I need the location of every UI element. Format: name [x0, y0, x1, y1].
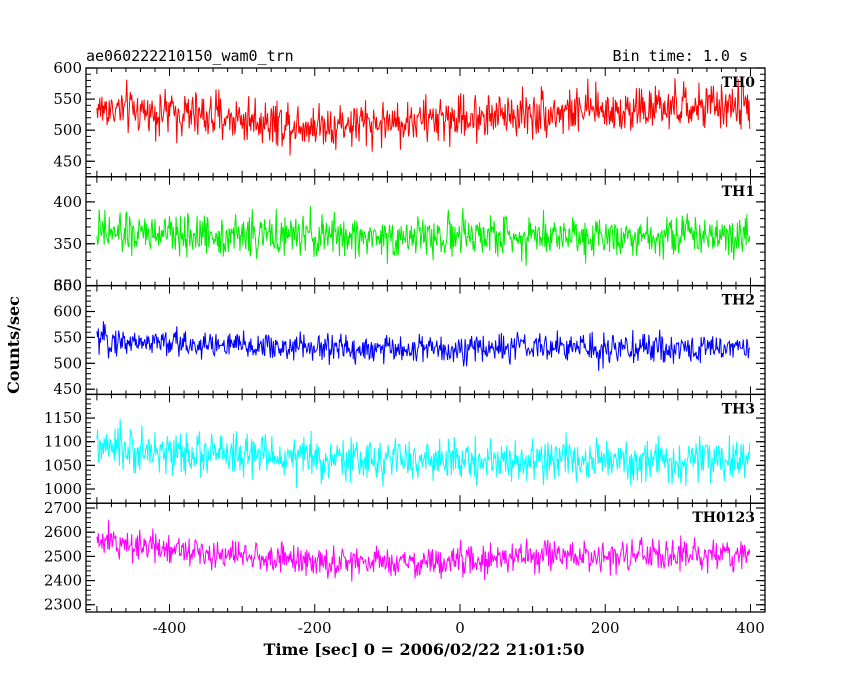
x-tick-label: 0	[455, 619, 465, 637]
y-tick-label: 300	[53, 277, 82, 295]
series-line-th0	[96, 78, 751, 156]
y-tick-label: 550	[53, 90, 82, 108]
y-tick-label: 2500	[44, 547, 82, 565]
y-tick-label: 650	[53, 277, 82, 295]
panel-label: TH3	[722, 401, 755, 417]
y-tick-label: 600	[53, 59, 82, 77]
y-tick-label: 450	[53, 380, 82, 398]
panel-th0123: 2300 2400 2500 2600 2700 TH0123	[44, 499, 766, 614]
panel-th3: 1000 1050 1100 1150 TH3	[44, 393, 766, 504]
y-tick-label: 2300	[44, 596, 82, 614]
panel-frame	[85, 284, 766, 396]
y-tick-label: 1050	[44, 456, 82, 474]
panel-frame	[85, 67, 766, 178]
panel-label: TH0	[722, 75, 756, 91]
bin-time-label: Bin time: 1.0 s	[613, 47, 748, 65]
y-tick-label: 600	[53, 303, 82, 321]
y-axis-title: Counts/sec	[4, 296, 23, 394]
panel-label: TH0123	[692, 510, 755, 526]
y-tick-label: 400	[53, 193, 82, 211]
x-tick-label: -400	[153, 619, 187, 637]
y-tick-label: 2400	[44, 572, 82, 590]
panel-label: TH2	[722, 293, 755, 309]
series-line-th2	[96, 321, 751, 371]
panel-th0: 450 500 550 600 TH0	[53, 59, 766, 178]
y-tick-label: 500	[53, 354, 82, 372]
panel-th1: 300 350 400 TH1	[53, 176, 766, 295]
x-tick-label: 400	[736, 619, 765, 637]
panel-frame	[85, 502, 766, 613]
y-tick-label: 1100	[44, 433, 82, 451]
panel-th2: 450 500 550 600 650 TH2	[53, 277, 766, 398]
series-line-th3	[96, 418, 751, 488]
x-tick-label: -200	[298, 619, 332, 637]
y-tick-label: 500	[53, 121, 82, 139]
plot-title: ae060222210150_wam0_trn	[86, 47, 294, 65]
y-tick-label: 1150	[44, 409, 82, 427]
y-tick-label: 1000	[44, 480, 82, 498]
series-line-th0123	[96, 520, 751, 582]
y-tick-label: 2700	[44, 499, 82, 517]
series-line-th1	[96, 205, 751, 266]
panels-group: 450 500 550 600 TH0 300 350 400 TH1 450 500 550 600 6…	[44, 59, 766, 637]
y-tick-label: 550	[53, 328, 82, 346]
y-tick-label: 450	[53, 152, 82, 170]
x-tick-label: 200	[591, 619, 620, 637]
panel-label: TH1	[722, 184, 755, 200]
y-tick-label: 350	[53, 235, 82, 253]
y-tick-label: 2600	[44, 523, 82, 541]
x-axis-title: Time [sec] 0 = 2006/02/22 21:01:50	[264, 640, 585, 659]
